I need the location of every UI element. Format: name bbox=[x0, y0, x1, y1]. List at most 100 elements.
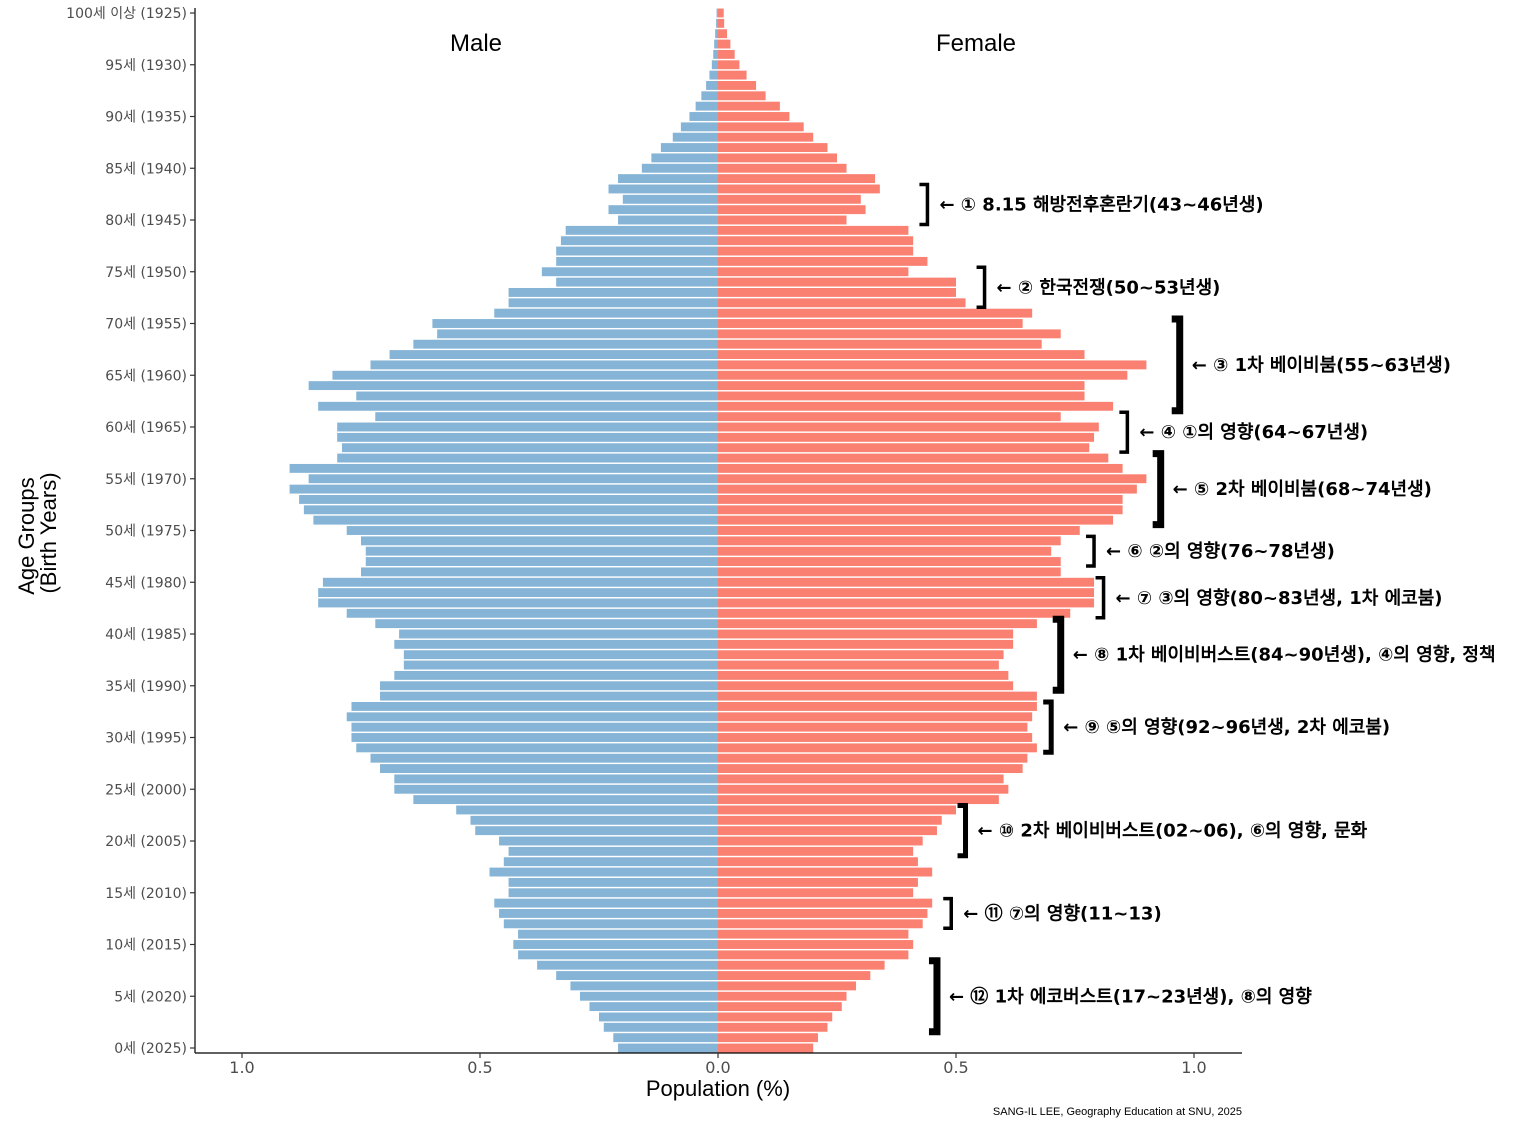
male-bar-age-3 bbox=[599, 1012, 718, 1022]
male-bar-age-16 bbox=[508, 877, 718, 887]
female-bar-age-80 bbox=[718, 215, 847, 225]
male-bar-age-11 bbox=[518, 929, 718, 939]
annotation-text-7: ← ⑦ ③의 영향(80~83년생, 1차 에코붐) bbox=[1116, 588, 1443, 609]
female-bar-age-55 bbox=[718, 474, 1147, 484]
annotation-bracket-8 bbox=[1052, 615, 1065, 694]
y-tick-label-25: 25세 (2000) bbox=[105, 782, 187, 798]
female-bar-age-41 bbox=[718, 619, 1037, 629]
female-bar-age-30 bbox=[718, 733, 1033, 742]
male-bar-age-71 bbox=[494, 308, 718, 318]
male-bar-age-79 bbox=[565, 225, 718, 235]
male-bar-age-80 bbox=[618, 215, 718, 225]
male-bar-age-63 bbox=[356, 391, 718, 401]
female-bar-age-32 bbox=[718, 712, 1033, 722]
annotation-text-3: ← ③ 1차 베이비붐(55~63년생) bbox=[1192, 355, 1451, 376]
female-bar-age-79 bbox=[718, 225, 909, 235]
y-tick-label-0: 0세 (2025) bbox=[114, 1041, 187, 1057]
female-bar-age-66 bbox=[718, 360, 1147, 370]
male-bar-age-84 bbox=[618, 174, 718, 184]
source-caption: SANG-IL LEE, Geography Education at SNU,… bbox=[993, 1106, 1242, 1118]
annotation-bracket-9 bbox=[1043, 699, 1054, 755]
male-bar-age-78 bbox=[560, 236, 718, 246]
male-bar-age-38 bbox=[403, 650, 718, 660]
female-bar-age-99 bbox=[718, 18, 725, 28]
y-tick-label-80: 80세 (1945) bbox=[105, 213, 187, 229]
female-bar-age-75 bbox=[718, 267, 909, 277]
annotation-7: ← ⑦ ③의 영향(80~83년생, 1차 에코붐) bbox=[1095, 576, 1443, 620]
male-bar-age-32 bbox=[346, 712, 718, 722]
male-bar-age-45 bbox=[322, 577, 718, 587]
female-bar-age-7 bbox=[718, 971, 871, 981]
male-bar-age-72 bbox=[508, 298, 718, 308]
female-bar-age-97 bbox=[718, 39, 731, 49]
annotation-bracket-3 bbox=[1171, 315, 1184, 415]
female-bar-age-5 bbox=[718, 991, 847, 1001]
male-bar-age-60 bbox=[337, 422, 718, 432]
male-bar-age-88 bbox=[672, 132, 718, 142]
female-bar-age-76 bbox=[718, 256, 928, 266]
y-axis-title-line1: Age Groups bbox=[14, 477, 39, 594]
female-bar-age-54 bbox=[718, 484, 1137, 494]
female-bar-age-18 bbox=[718, 857, 918, 867]
male-bar-age-17 bbox=[489, 867, 718, 877]
annotation-9: ← ⑨ ⑤의 영향(92~96년생, 2차 에코붐) bbox=[1043, 699, 1390, 755]
male-bar-age-55 bbox=[308, 474, 718, 484]
male-bar-age-27 bbox=[380, 764, 718, 774]
y-tick-label-60: 60세 (1965) bbox=[105, 420, 187, 436]
female-bar-age-21 bbox=[718, 826, 937, 836]
female-bar-age-31 bbox=[718, 722, 1028, 732]
y-tick-label-95: 95세 (1930) bbox=[105, 58, 187, 74]
male-bar-age-65 bbox=[332, 370, 718, 380]
annotations: ← ① 8.15 해방전후혼란기(43~46년생) ← ② 한국전쟁(50~53년… bbox=[919, 182, 1496, 1036]
female-bar-age-93 bbox=[718, 80, 757, 90]
male-bar-age-73 bbox=[508, 287, 718, 297]
female-bar-age-4 bbox=[718, 1002, 842, 1012]
female-bar-age-74 bbox=[718, 277, 956, 287]
female-bar-age-58 bbox=[718, 443, 1090, 453]
male-bar-age-90 bbox=[689, 112, 718, 121]
male-bar-age-52 bbox=[303, 505, 718, 515]
female-bar-age-95 bbox=[718, 60, 740, 70]
male-bar-age-77 bbox=[556, 246, 718, 256]
female-bar-age-35 bbox=[718, 681, 1014, 691]
male-bar-age-75 bbox=[541, 267, 718, 277]
male-bar-age-56 bbox=[289, 463, 718, 473]
y-tick-label-65: 65세 (1960) bbox=[105, 368, 187, 384]
male-bar-age-61 bbox=[375, 412, 718, 422]
female-bar-age-94 bbox=[718, 70, 747, 80]
female-bar-age-13 bbox=[718, 908, 928, 918]
male-bar-age-8 bbox=[537, 960, 718, 970]
male-bar-age-4 bbox=[589, 1002, 718, 1012]
female-bar-age-59 bbox=[718, 432, 1095, 442]
female-bar-age-65 bbox=[718, 370, 1128, 380]
female-bar-age-57 bbox=[718, 453, 1109, 463]
female-bar-age-92 bbox=[718, 91, 766, 101]
female-bar-age-34 bbox=[718, 691, 1037, 701]
x-tick-label-0: 1.0 bbox=[229, 1058, 254, 1077]
female-bar-age-46 bbox=[718, 567, 1061, 577]
male-bar-age-62 bbox=[318, 401, 718, 411]
annotation-3: ← ③ 1차 베이비붐(55~63년생) bbox=[1171, 315, 1451, 415]
y-tick-label-50: 50세 (1975) bbox=[105, 524, 187, 540]
female-bar-age-2 bbox=[718, 1022, 828, 1032]
female-bar-age-78 bbox=[718, 236, 914, 246]
y-tick-label-55: 55세 (1970) bbox=[105, 472, 187, 488]
female-bar-age-1 bbox=[718, 1033, 818, 1043]
male-bar-age-30 bbox=[351, 733, 718, 742]
male-bar-age-19 bbox=[508, 846, 718, 856]
female-bar-age-100 bbox=[718, 8, 724, 18]
male-bar-age-86 bbox=[651, 153, 718, 163]
y-tick-label-20: 20세 (2005) bbox=[105, 834, 187, 850]
female-bar-age-60 bbox=[718, 422, 1099, 432]
x-tick-label-3: 0.5 bbox=[943, 1058, 968, 1077]
female-bar-age-64 bbox=[718, 381, 1085, 391]
male-bar-age-25 bbox=[394, 784, 718, 794]
female-bar-age-70 bbox=[718, 319, 1023, 328]
male-bar-age-100 bbox=[716, 8, 718, 18]
male-bar-age-66 bbox=[370, 360, 718, 370]
male-bar-age-10 bbox=[513, 940, 718, 949]
annotation-bracket-11 bbox=[943, 896, 953, 930]
male-bar-age-39 bbox=[394, 639, 718, 649]
annotation-5: ← ⑤ 2차 베이비붐(68~74년생) bbox=[1152, 450, 1432, 529]
